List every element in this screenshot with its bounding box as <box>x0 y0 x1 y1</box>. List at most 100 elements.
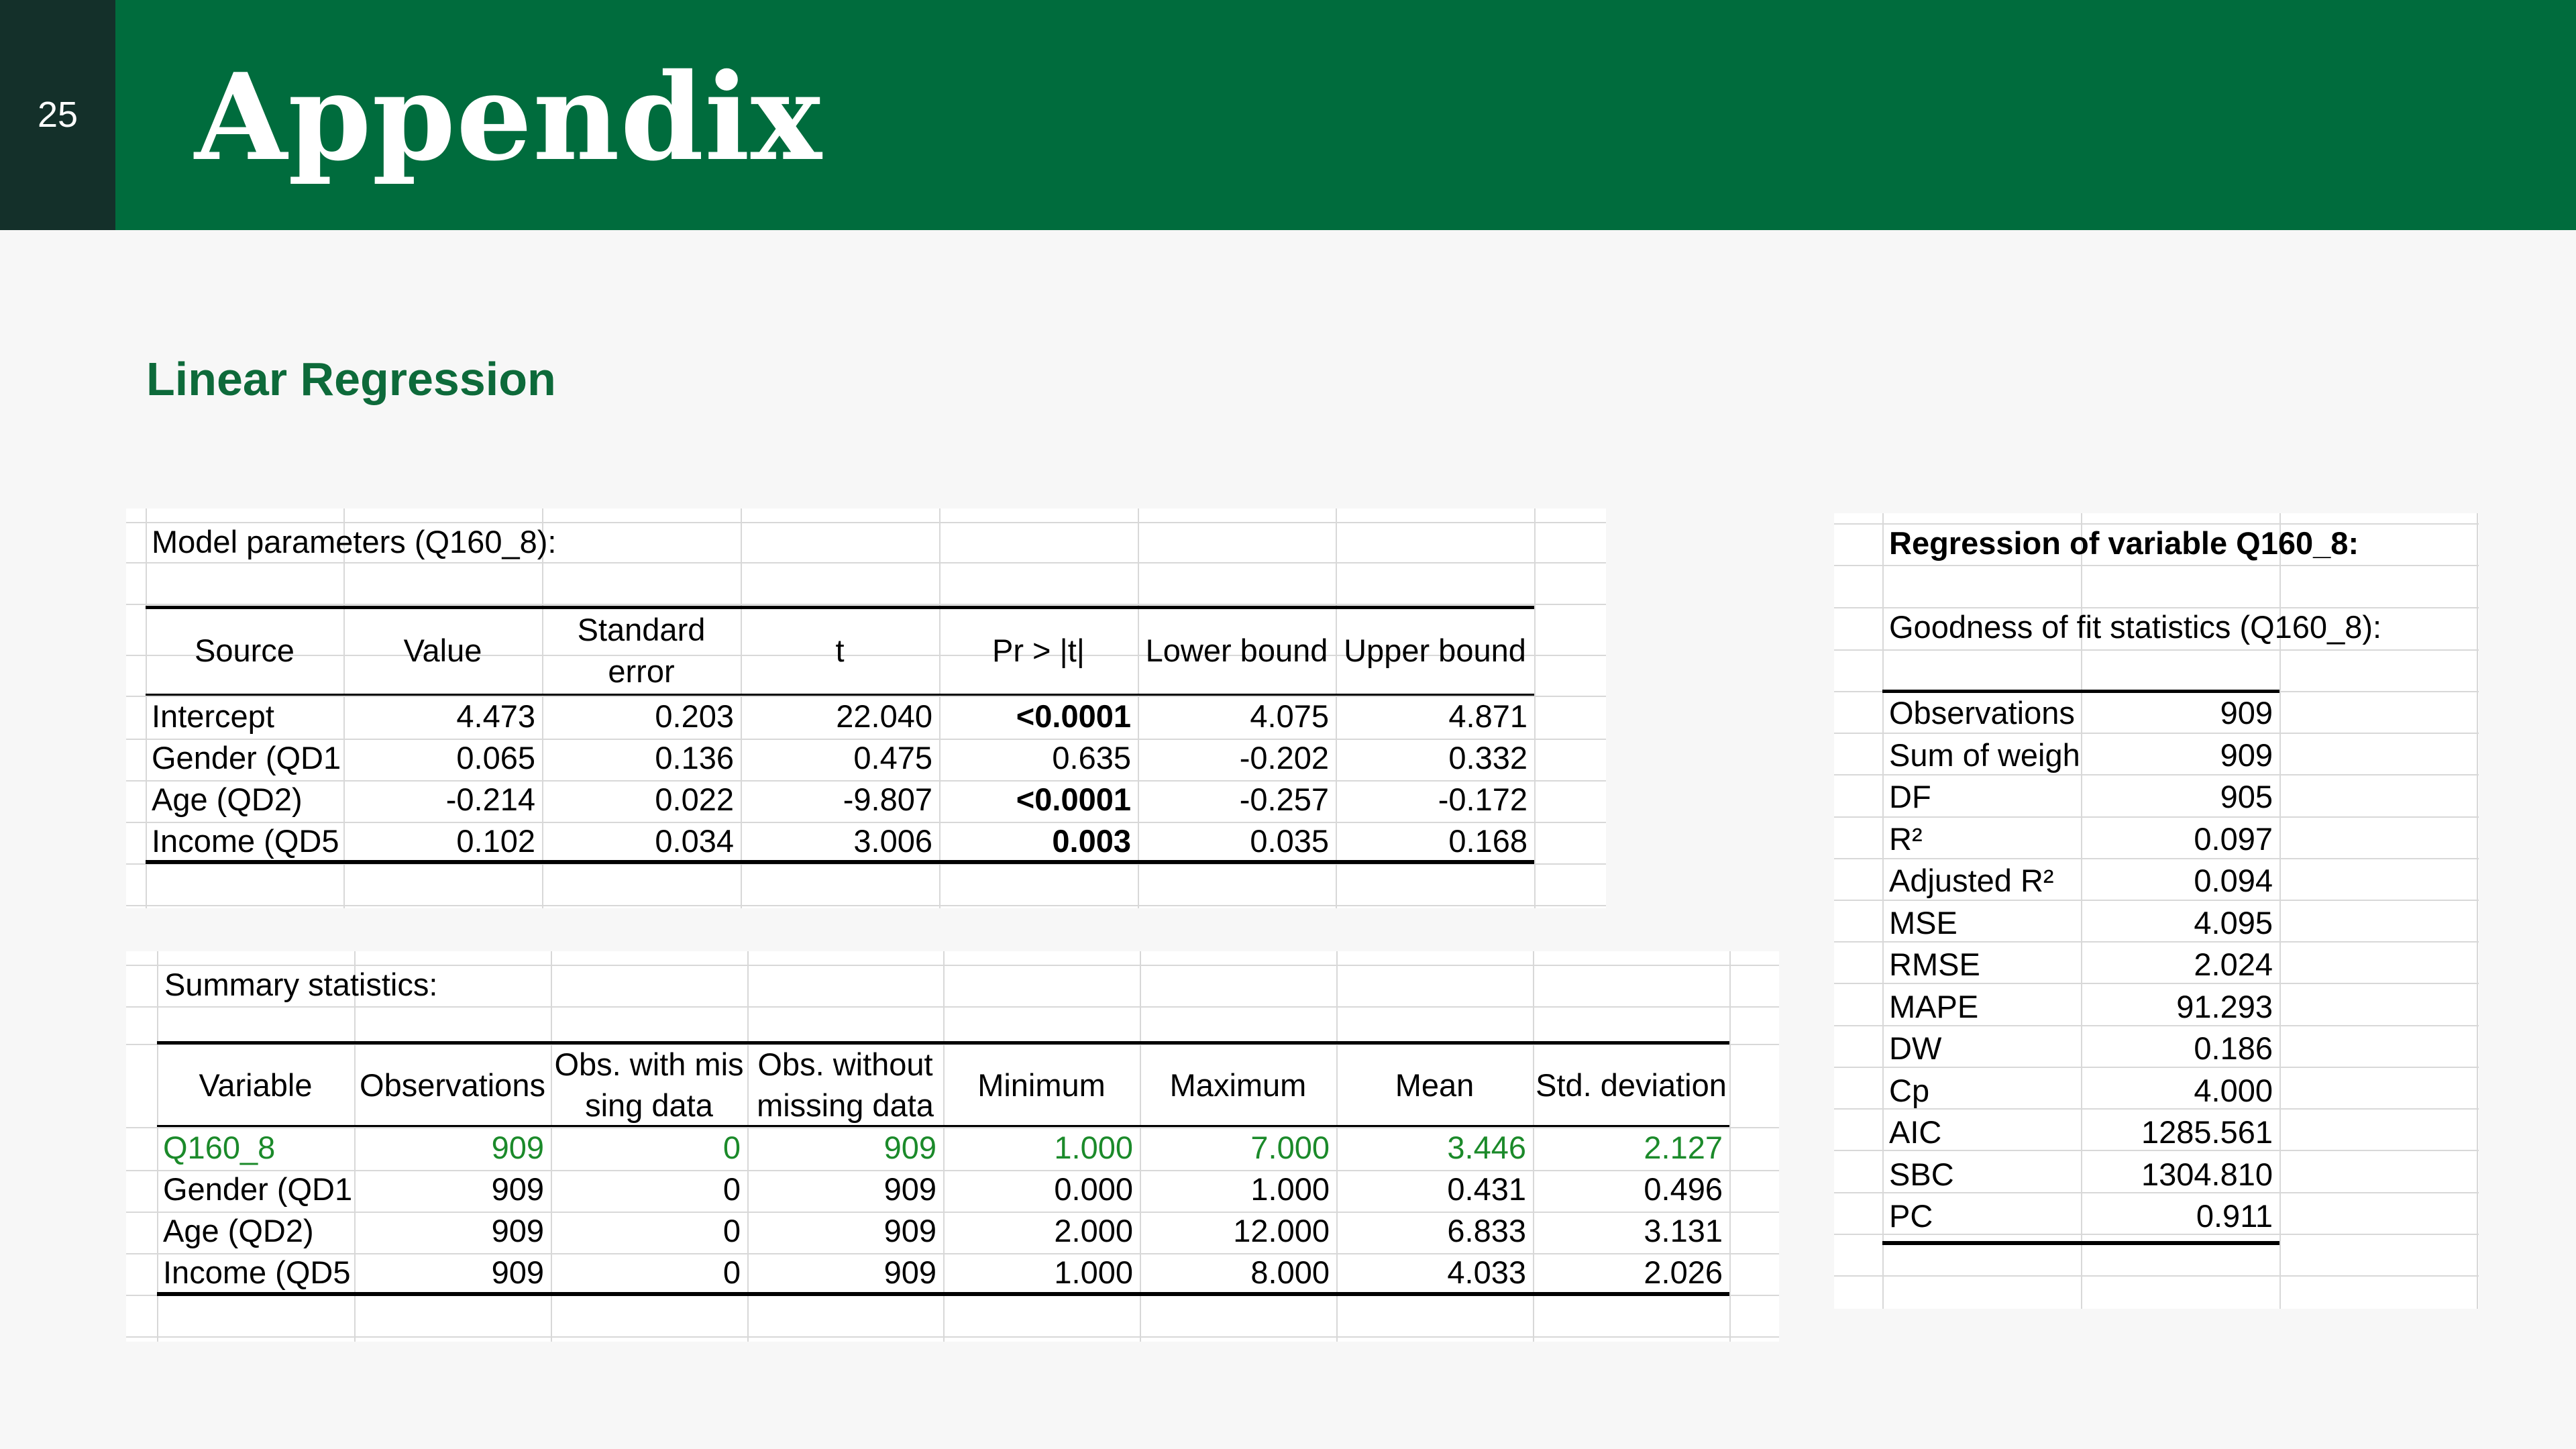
summary-statistics-value-cell: 0.431 <box>1447 1171 1526 1207</box>
summary-statistics-value-cell: 909 <box>883 1130 936 1165</box>
model-parameters-header-cell: t <box>835 633 845 668</box>
regression-stat-label: RMSE <box>1889 947 1980 982</box>
summary-statistics-variable-cell: Age (QD2) <box>163 1213 314 1248</box>
summary-statistics-gridline-v <box>747 951 749 1342</box>
model-parameters-header-cell: Source <box>195 633 294 668</box>
summary-statistics-gridline-h <box>126 1212 1779 1213</box>
summary-statistics-value-cell: 12.000 <box>1233 1213 1330 1248</box>
regression-gridline-h <box>1834 983 2479 984</box>
summary-statistics-gridline-v <box>354 951 356 1342</box>
model-parameters-value-cell: 0.102 <box>456 823 535 859</box>
regression-stat-label: R² <box>1889 820 1923 857</box>
model-parameters-value-cell: 0.635 <box>1052 740 1131 775</box>
regression-stat-value: 1304.810 <box>2141 1156 2273 1192</box>
model-parameters-top-rule <box>146 606 1534 609</box>
regression-gridline-h <box>1834 1067 2479 1068</box>
model-parameters-value-cell: -0.257 <box>1239 782 1329 817</box>
regression-gridline-h <box>1834 774 2479 775</box>
regression-stat-label: SBC <box>1889 1156 1954 1192</box>
model-parameters-value-cell: 0.065 <box>456 740 535 775</box>
regression-gridline-h <box>1834 1192 2479 1193</box>
summary-statistics-gridline-h <box>126 1170 1779 1171</box>
summary-statistics-value-cell: 7.000 <box>1250 1130 1330 1165</box>
model-parameters-gridline-v <box>1138 508 1139 908</box>
summary-statistics-header-cell: Minimum <box>977 1067 1106 1103</box>
model-parameters-value-cell: 0.475 <box>853 740 932 775</box>
summary-statistics-header-cell: Observations <box>360 1067 545 1103</box>
model-parameters-value-cell: 4.075 <box>1250 698 1329 734</box>
regression-stat-value: 0.094 <box>2194 863 2273 898</box>
regression-stat-label: PC <box>1889 1198 1933 1234</box>
model-parameters-gridline-v <box>146 508 147 908</box>
summary-statistics-value-cell: 909 <box>491 1213 544 1248</box>
page-number: 25 <box>37 95 78 135</box>
summary-statistics-gridline-v <box>943 951 945 1342</box>
regression-stat-value: 0.097 <box>2194 820 2273 857</box>
regression-gridline-h <box>1834 816 2479 818</box>
regression-gridline-h <box>1834 1275 2479 1277</box>
summary-statistics-bottom-rule <box>157 1292 1729 1296</box>
model-parameters-gridline-v <box>741 508 742 908</box>
model-parameters-source-cell: Age (QD2) <box>152 782 303 817</box>
regression-bottom-rule <box>1882 1241 2279 1245</box>
summary-statistics-gridline-h <box>126 1044 1779 1045</box>
regression-stat-value: 909 <box>2220 737 2273 773</box>
model-parameters-gridline-h <box>126 562 1606 564</box>
model-parameters-value-cell: <0.0001 <box>1016 782 1131 817</box>
model-parameters-value-cell: 22.040 <box>836 698 932 734</box>
model-parameters-header-cell: Value <box>403 633 482 668</box>
regression-stat-value: 91.293 <box>2176 988 2273 1024</box>
summary-statistics-value-cell: 909 <box>883 1213 936 1248</box>
summary-statistics-value-cell: 909 <box>491 1171 544 1207</box>
model-parameters-gridline-h <box>126 696 1606 697</box>
regression-stat-value: 1285.561 <box>2141 1114 2273 1150</box>
summary-statistics-table: Summary statistics: Variable Observations O… <box>126 951 1779 1342</box>
regression-gridline-h <box>1834 607 2479 608</box>
regression-gridline-h <box>1834 900 2479 901</box>
summary-statistics-gridline-v <box>1729 951 1731 1342</box>
summary-statistics-value-cell: 1.000 <box>1054 1130 1133 1165</box>
summary-statistics-gridline-v <box>1533 951 1534 1342</box>
model-parameters-gridline-h <box>126 822 1606 823</box>
model-parameters-gridline-h <box>126 780 1606 782</box>
model-parameters-value-cell: 0.332 <box>1448 740 1527 775</box>
model-parameters-source-cell: Income (QD5 <box>152 823 339 859</box>
summary-statistics-gridline-v <box>1140 951 1141 1342</box>
summary-statistics-value-cell: 8.000 <box>1250 1254 1330 1290</box>
regression-stat-label: DW <box>1889 1030 1942 1066</box>
summary-statistics-value-cell: 0.496 <box>1644 1171 1723 1207</box>
model-parameters-value-cell: 0.034 <box>655 823 734 859</box>
model-parameters-header-cell: Lower bound <box>1145 633 1328 668</box>
summary-statistics-gridline-h <box>126 1006 1779 1008</box>
summary-statistics-value-cell: 1.000 <box>1250 1171 1330 1207</box>
regression-stat-label: MSE <box>1889 904 1957 941</box>
regression-gridline-v <box>2081 513 2082 1309</box>
regression-stat-value: 0.186 <box>2194 1030 2273 1066</box>
summary-statistics-top-rule <box>157 1041 1729 1044</box>
summary-statistics-value-cell: 0 <box>722 1254 741 1290</box>
regression-gridline-h <box>1834 733 2479 734</box>
summary-statistics-header-rule <box>157 1125 1729 1127</box>
regression-caption: Goodness of fit statistics (Q160_8): <box>1889 609 2382 645</box>
regression-gridline-h <box>1834 941 2479 943</box>
summary-statistics-gridline-v <box>157 951 158 1342</box>
summary-statistics-value-cell: 909 <box>883 1171 936 1207</box>
regression-stat-label: Adjusted R² <box>1889 863 2054 898</box>
model-parameters-value-cell: <0.0001 <box>1016 698 1131 734</box>
model-parameters-header-rule <box>146 694 1534 696</box>
model-parameters-value-cell: 4.871 <box>1448 698 1527 734</box>
regression-gridline-h <box>1834 649 2479 651</box>
regression-stat-label: Sum of weigh <box>1889 737 2080 773</box>
regression-stat-value: 0.911 <box>2196 1198 2273 1234</box>
regression-gridline-h <box>1834 1150 2479 1151</box>
regression-gridline-h <box>1834 565 2479 566</box>
regression-stat-value: 909 <box>2220 695 2273 731</box>
summary-statistics-gridline-h <box>126 1127 1779 1128</box>
model-parameters-caption: Model parameters (Q160_8): <box>152 524 557 559</box>
summary-statistics-value-cell: 909 <box>491 1254 544 1290</box>
regression-gridline-h <box>1834 858 2479 859</box>
model-parameters-value-cell: 0.003 <box>1052 823 1131 859</box>
regression-stat-label: Observations <box>1889 695 2075 731</box>
regression-gridline-v <box>2279 513 2281 1309</box>
summary-statistics-value-cell: 6.833 <box>1447 1213 1526 1248</box>
